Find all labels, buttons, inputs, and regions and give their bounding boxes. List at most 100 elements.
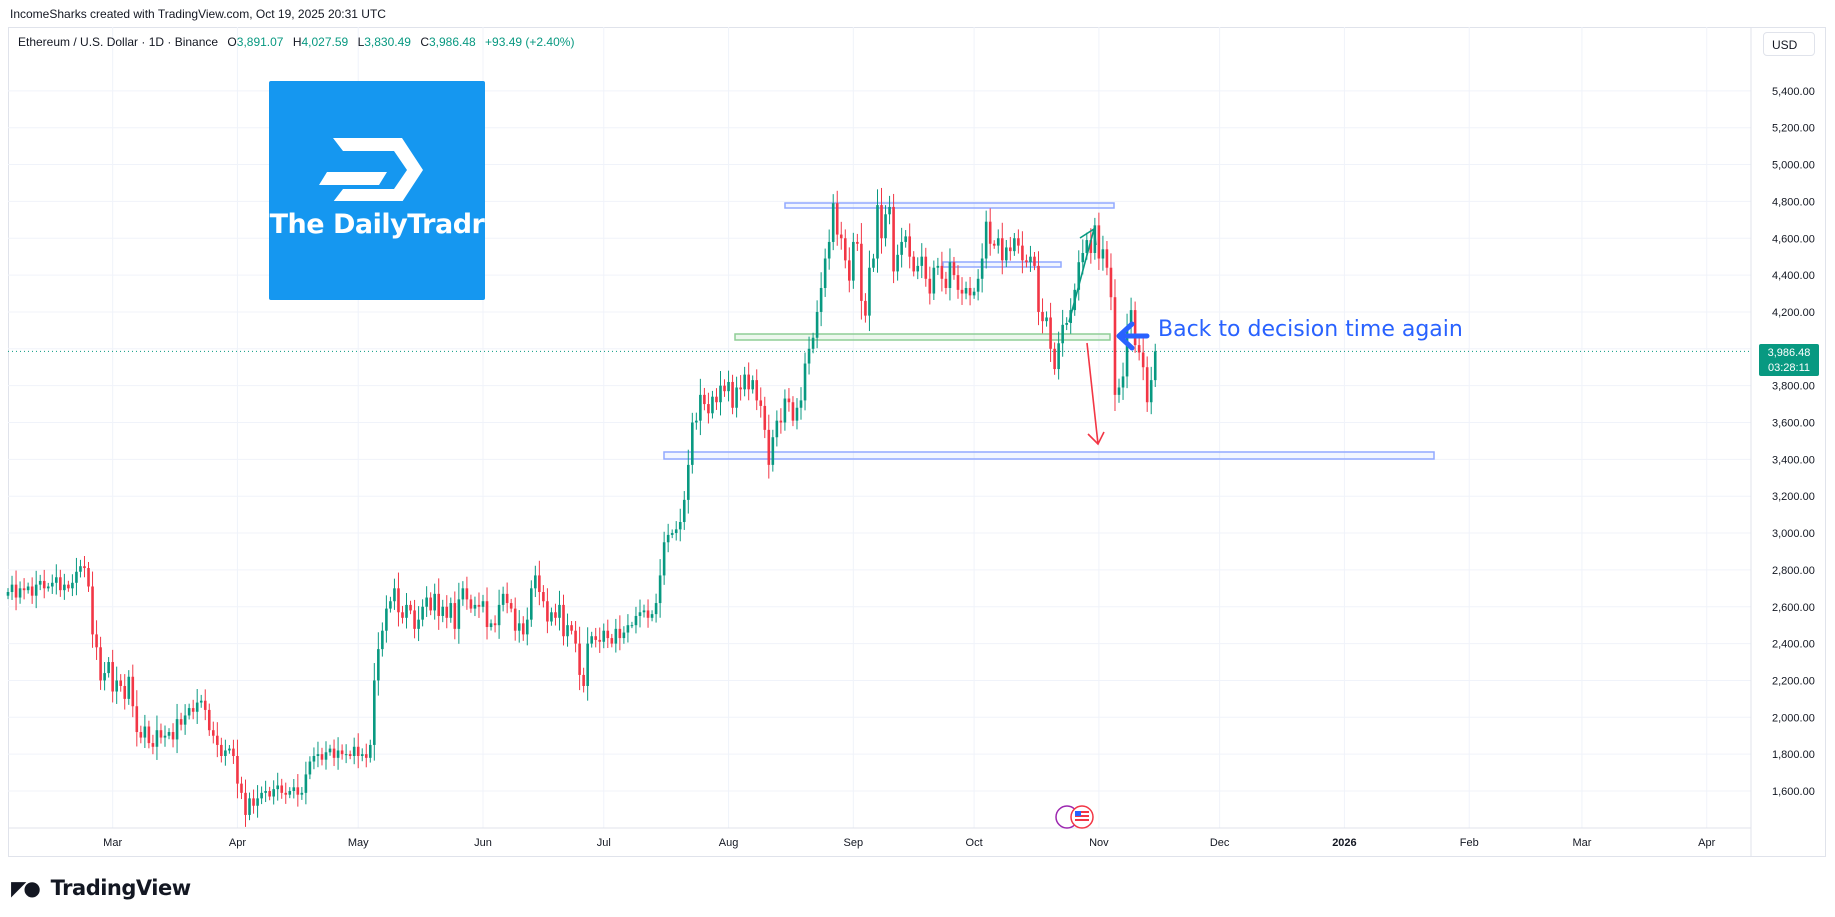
candle-body [34, 584, 38, 596]
dailytradr-logo-icon [319, 138, 423, 201]
time-tick-label: Dec [1210, 837, 1230, 849]
candle-body [864, 300, 867, 316]
tradingview-wordmark: TradingView [50, 876, 191, 900]
candle-body [453, 603, 457, 629]
candle-body [264, 791, 267, 793]
candle-body [179, 719, 183, 725]
bar-countdown: 03:28:11 [1767, 362, 1810, 374]
candle-body [360, 754, 364, 756]
candle-body [856, 241, 859, 244]
candle-body [936, 265, 940, 268]
candle-body [908, 236, 911, 257]
candle-body [304, 774, 308, 793]
time-tick-label: Nov [1089, 837, 1109, 849]
candle-body [131, 676, 135, 707]
candle-body [562, 604, 565, 637]
candle-body [968, 287, 972, 296]
candle-body [300, 792, 304, 795]
candle-body [775, 420, 779, 438]
price-tick-label: 1,600.00 [1772, 786, 1815, 798]
candle-body [1109, 267, 1113, 298]
candle-body [155, 730, 159, 747]
candle-body [976, 278, 980, 292]
time-tick-label: Jun [474, 837, 492, 849]
candle-body [87, 568, 90, 587]
candle-body [1141, 352, 1145, 368]
candle-body [272, 789, 275, 797]
candle-body [819, 287, 823, 312]
candle-body [920, 256, 924, 266]
candle-body [767, 429, 771, 465]
candle-body [328, 748, 332, 753]
candle-body [1081, 252, 1085, 263]
candle-body [509, 603, 513, 609]
candle-body [151, 743, 155, 747]
candle-body [252, 798, 255, 806]
candle-body [195, 702, 199, 712]
candle-body [848, 260, 851, 281]
time-tick-label: Jul [597, 837, 611, 849]
candle-body [232, 748, 235, 756]
candle-body [1097, 225, 1101, 259]
price-tick-label: 2,400.00 [1772, 639, 1815, 651]
price-tick-label: 2,600.00 [1772, 602, 1815, 614]
candle-body [489, 623, 493, 628]
candle-body [1029, 256, 1032, 263]
candle-body [1089, 240, 1093, 253]
candle-body [1037, 265, 1040, 312]
price-tick-label: 5,200.00 [1772, 123, 1815, 135]
price-tick-label: 2,000.00 [1772, 712, 1815, 724]
candle-body [308, 761, 312, 775]
candle-body [811, 337, 815, 349]
candle-body [1101, 249, 1105, 259]
decision-zone [734, 333, 1111, 341]
candle-body [46, 586, 50, 589]
candle-body [996, 238, 1000, 246]
time-tick-label: Feb [1460, 837, 1479, 849]
candle-body [312, 755, 316, 762]
candle-body [1061, 324, 1064, 344]
candle-body [1009, 247, 1012, 252]
currency-button[interactable]: USD [1763, 32, 1815, 56]
candle-body [835, 203, 839, 235]
candle-body [691, 422, 694, 465]
candle-body [1129, 310, 1133, 327]
price-tick-label: 4,600.00 [1772, 233, 1815, 245]
candle-body [127, 676, 131, 699]
left-arrow-icon [1116, 321, 1150, 351]
price-tick-label: 3,600.00 [1772, 418, 1815, 430]
candle-body [356, 746, 360, 756]
candle-body [880, 205, 883, 239]
candle-body [888, 206, 891, 215]
candle-body [610, 638, 614, 644]
candle-body [827, 241, 831, 259]
candle-body [892, 206, 895, 272]
candle-body [71, 582, 74, 589]
candle-body [622, 632, 626, 639]
candle-body [505, 593, 509, 604]
candle-body [324, 752, 328, 760]
candle-body [409, 604, 412, 611]
candle-body [1005, 247, 1008, 261]
candle-body [1133, 310, 1137, 346]
candle-body [956, 275, 960, 290]
candle-body [401, 612, 404, 618]
candle-body [63, 584, 66, 591]
candle-body [658, 575, 662, 604]
time-tick-label: 2026 [1332, 837, 1356, 849]
candle-body [276, 785, 280, 790]
chart-caption: IncomeSharks created with TradingView.co… [10, 7, 386, 21]
candle-body [884, 214, 887, 239]
candle-body [755, 380, 759, 401]
change-value: +93.49 (+2.40%) [485, 35, 575, 49]
candle-body [1105, 249, 1109, 268]
candle-body [461, 588, 465, 600]
candle-body [449, 603, 453, 618]
candle-body [107, 662, 110, 674]
candle-body [666, 534, 670, 543]
candle-body [960, 289, 964, 294]
candle-body [433, 593, 436, 611]
candle-body [799, 400, 803, 408]
candle-body [501, 593, 505, 605]
